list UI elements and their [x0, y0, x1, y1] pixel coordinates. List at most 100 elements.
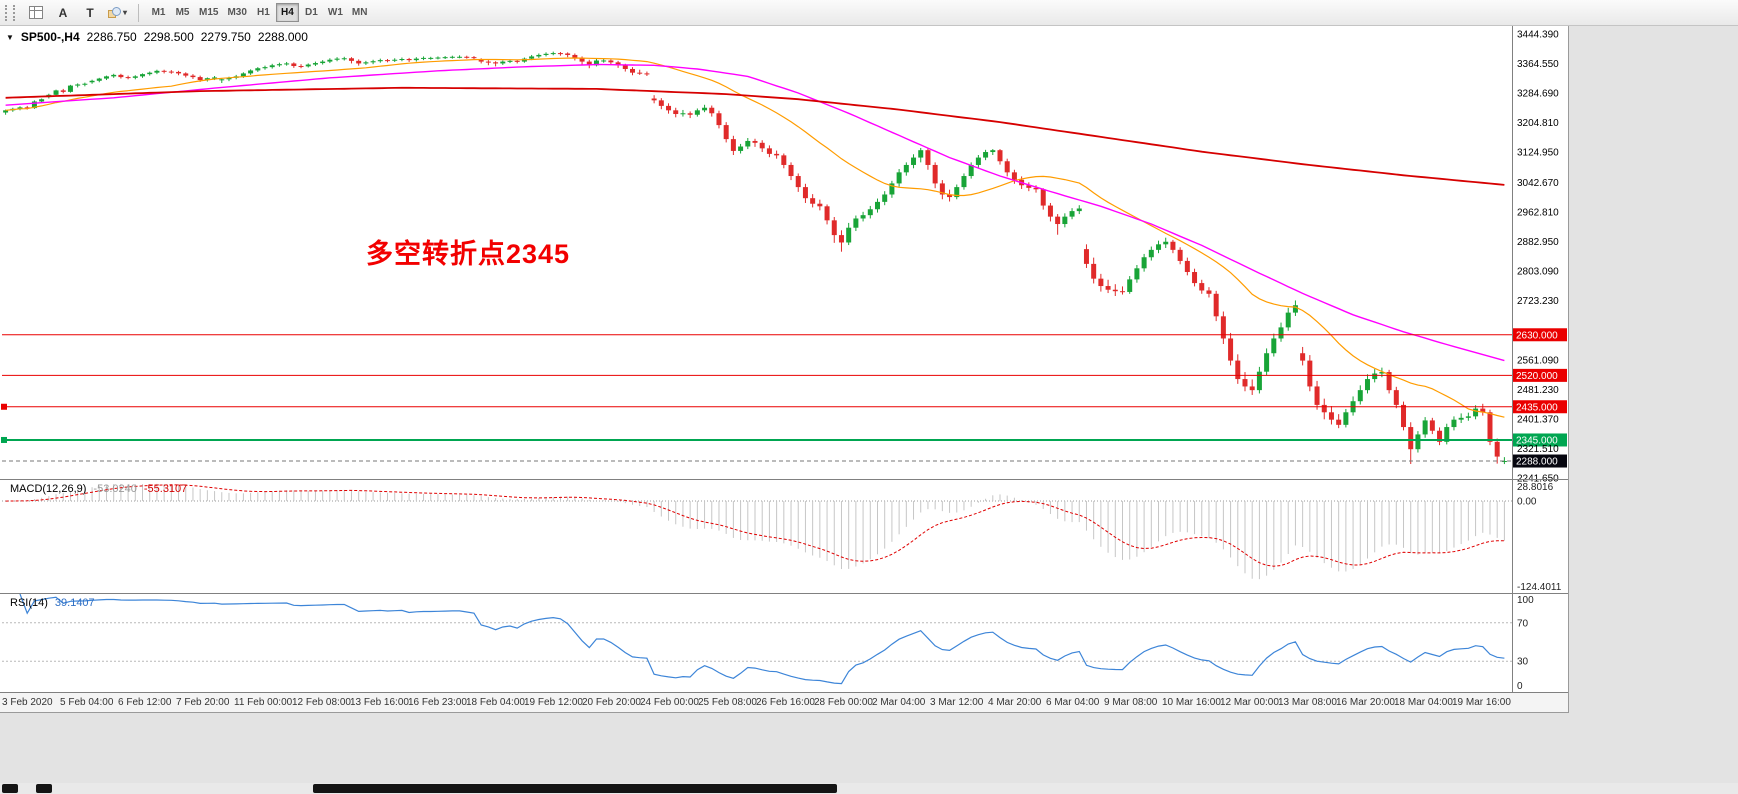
rsi-axis-100: 100 — [1517, 595, 1534, 606]
rsi-pane: 100 70 30 0 — [2, 593, 1534, 692]
toolbar-grip[interactable] — [5, 4, 15, 21]
macd-signal-line — [5, 484, 1505, 567]
price-tick-label: 2962.810 — [1517, 207, 1559, 218]
time-tick-label: 16 Mar 20:00 — [1336, 697, 1395, 708]
time-tick-label: 3 Mar 12:00 — [930, 697, 984, 708]
time-tick-label: 24 Feb 00:00 — [640, 697, 699, 708]
time-tick-label: 18 Mar 04:00 — [1394, 697, 1453, 708]
rsi-line — [19, 593, 1505, 685]
text-tool-label: T — [86, 5, 94, 20]
level-left-marker — [1, 403, 7, 410]
time-tick-label: 9 Mar 08:00 — [1104, 697, 1158, 708]
timeframe-m30-button[interactable]: M30 — [223, 3, 250, 22]
timeframe-h4-button[interactable]: H4 — [275, 3, 299, 22]
time-tick-label: 28 Feb 00:00 — [814, 697, 873, 708]
chart-objects-button[interactable] — [24, 3, 48, 23]
time-tick-label: 19 Feb 12:00 — [524, 697, 583, 708]
price-tick-label: 2561.090 — [1517, 356, 1559, 367]
time-tick-label: 13 Mar 08:00 — [1278, 697, 1337, 708]
price-tick-label: 2481.230 — [1517, 385, 1559, 396]
time-tick-label: 13 Feb 16:00 — [350, 697, 409, 708]
price-tick-label: 2723.230 — [1517, 296, 1559, 307]
taskbar-segment — [36, 784, 52, 793]
time-tick-label: 11 Feb 00:00 — [234, 697, 293, 708]
timeframe-h1-button[interactable]: H1 — [252, 3, 275, 22]
timeframe-d1-button[interactable]: D1 — [300, 3, 323, 22]
hlines-layer — [1, 334, 1512, 462]
price-tick-label: 2321.510 — [1517, 444, 1559, 455]
macd-axis-zero: 0.00 — [1517, 497, 1537, 508]
time-tick-label: 18 Feb 04:00 — [466, 697, 525, 708]
taskbar-segment — [2, 784, 18, 793]
time-tick-label: 3 Feb 2020 — [2, 697, 53, 708]
time-tick-label: 5 Feb 04:00 — [60, 697, 114, 708]
level-price-badge: 2345.000 — [1513, 433, 1567, 447]
level-price-badge: 2630.000 — [1513, 328, 1567, 342]
time-tick-label: 25 Feb 08:00 — [698, 697, 757, 708]
bid-price-badge: 2288.000 — [1513, 454, 1567, 468]
time-tick-label: 20 Feb 20:00 — [582, 697, 641, 708]
arrow-tool-button[interactable]: A — [51, 3, 75, 23]
price-tick-label: 3204.810 — [1517, 118, 1559, 129]
moving-averages-layer — [5, 57, 1505, 418]
time-tick-label: 6 Mar 04:00 — [1046, 697, 1100, 708]
price-chart-canvas[interactable]: 2630.000 2520.000 2435.000 2345.000 2288.000… — [0, 26, 1568, 712]
time-tick-label: 10 Mar 16:00 — [1162, 697, 1221, 708]
rsi-axis-30: 30 — [1517, 657, 1529, 668]
timeframe-m1-button[interactable]: M1 — [147, 3, 170, 22]
price-tick-label: 3444.390 — [1517, 30, 1559, 41]
time-tick-label: 4 Mar 20:00 — [988, 697, 1042, 708]
level-price-badge: 2435.000 — [1513, 400, 1567, 414]
rsi-axis-70: 70 — [1517, 618, 1529, 629]
time-tick-label: 26 Feb 16:00 — [756, 697, 815, 708]
time-axis-labels: 3 Feb 2020 5 Feb 04:00 6 Feb 12:00 7 Feb 20… — [2, 697, 1511, 708]
arrow-tool-label: A — [58, 5, 68, 20]
rsi-axis-0: 0 — [1517, 681, 1523, 692]
ma-slow-line — [5, 86, 1505, 186]
toolbar-separator — [138, 3, 140, 22]
time-tick-label: 12 Mar 00:00 — [1220, 697, 1279, 708]
toolbar: A T ▾ M1 M5 M15 M30 H1 H4 D1 W1 MN — [0, 0, 1738, 26]
time-axis-background — [0, 692, 1568, 712]
level-price-badge: 2520.000 — [1513, 368, 1567, 382]
timeframe-m15-button[interactable]: M15 — [195, 3, 222, 22]
price-tick-label: 3364.550 — [1517, 59, 1559, 70]
price-tick-label: 3284.690 — [1517, 89, 1559, 100]
text-tool-button[interactable]: T — [78, 3, 102, 23]
svg-text:2630.000: 2630.000 — [1516, 330, 1558, 341]
svg-text:2520.000: 2520.000 — [1516, 371, 1558, 382]
chevron-down-icon: ▾ — [123, 8, 128, 17]
price-tick-label: 2882.950 — [1517, 237, 1559, 248]
timeframe-mn-button[interactable]: MN — [348, 3, 372, 22]
timeframe-m5-button[interactable]: M5 — [171, 3, 194, 22]
chart-window: 2630.000 2520.000 2435.000 2345.000 2288.000… — [0, 26, 1569, 713]
time-tick-label: 2 Mar 04:00 — [872, 697, 926, 708]
price-tick-label: 3124.950 — [1517, 148, 1559, 159]
timeframe-w1-button[interactable]: W1 — [324, 3, 347, 22]
shapes-icon — [108, 7, 121, 18]
time-tick-label: 7 Feb 20:00 — [176, 697, 230, 708]
macd-pane: 28.8016 0.00 -124.4011 — [2, 482, 1562, 593]
level-left-marker — [1, 436, 7, 443]
grid-icon — [29, 6, 43, 19]
svg-text:2435.000: 2435.000 — [1516, 402, 1558, 413]
ma-fast-line — [5, 57, 1505, 418]
taskbar-strip — [0, 783, 1738, 794]
time-tick-label: 16 Feb 23:00 — [408, 697, 467, 708]
macd-axis-max: 28.8016 — [1517, 482, 1554, 493]
shapes-tool-button[interactable]: ▾ — [105, 3, 130, 23]
price-tick-label: 3042.670 — [1517, 178, 1559, 189]
svg-text:2345.000: 2345.000 — [1516, 435, 1558, 446]
time-tick-label: 6 Feb 12:00 — [118, 697, 172, 708]
macd-axis-min: -124.4011 — [1517, 582, 1562, 593]
taskbar-segment — [313, 784, 837, 793]
candles-layer — [3, 51, 1507, 465]
timeframe-group: M1 M5 M15 M30 H1 H4 D1 W1 MN — [147, 3, 371, 22]
price-tick-label: 2401.370 — [1517, 415, 1559, 426]
price-tick-label: 2803.090 — [1517, 266, 1559, 277]
svg-text:2288.000: 2288.000 — [1516, 457, 1558, 468]
ma-mid-line — [5, 63, 1505, 362]
time-tick-label: 19 Mar 16:00 — [1452, 697, 1511, 708]
time-tick-label: 12 Feb 08:00 — [292, 697, 351, 708]
